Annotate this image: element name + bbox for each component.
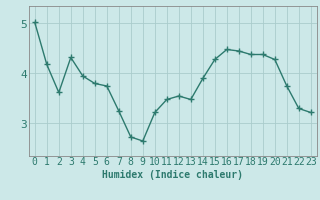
X-axis label: Humidex (Indice chaleur): Humidex (Indice chaleur) <box>102 170 243 180</box>
